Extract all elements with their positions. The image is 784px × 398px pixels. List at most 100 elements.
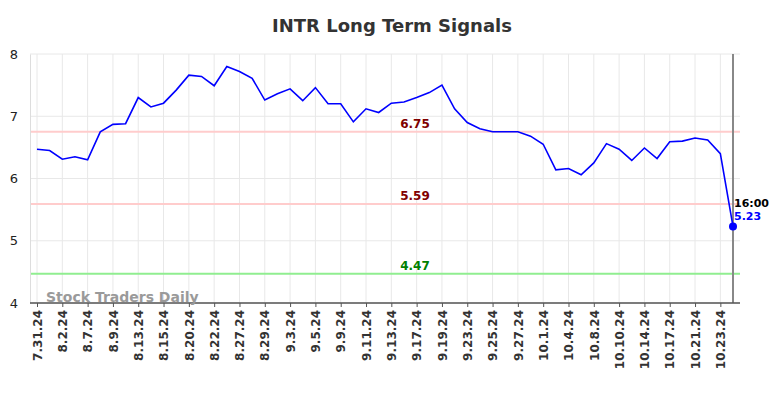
grid-line-x [593, 54, 594, 303]
x-tick: 8.27.24 [233, 303, 247, 361]
x-tick-mark [391, 303, 392, 307]
x-tick-label: 9.23.24 [461, 310, 475, 361]
x-tick-mark [265, 303, 266, 307]
grid-line-x [669, 54, 670, 303]
y-tick: 5 [10, 233, 30, 248]
x-tick-label: 9.19.24 [436, 310, 450, 361]
grid-line-x [340, 54, 341, 303]
x-tick-mark [670, 303, 671, 307]
x-tick-mark [37, 303, 38, 307]
y-tick-label: 4 [10, 296, 18, 311]
x-tick-mark [315, 303, 316, 307]
last-point [729, 222, 737, 230]
grid-line-x [366, 54, 367, 303]
x-tick-mark [341, 303, 342, 307]
x-tick: 8.7.24 [81, 303, 95, 353]
x-tick-mark [214, 303, 215, 307]
grid-line-x [441, 54, 442, 303]
grid-line-x [315, 54, 316, 303]
x-tick-label: 10.21.24 [689, 310, 703, 369]
y-axis: 4 5 6 7 8 [10, 47, 31, 311]
y-tick: 6 [10, 171, 30, 186]
watermark: Stock Traders Daily [46, 289, 199, 305]
current-marker-line [732, 54, 734, 303]
x-tick: 9.9.24 [334, 303, 348, 353]
reference-labels: 6.755.594.47 [400, 117, 430, 273]
reference-line [30, 203, 740, 205]
x-tick-mark [594, 303, 595, 307]
x-tick: 9.27.24 [512, 303, 526, 361]
x-tick-label: 8.20.24 [183, 310, 197, 361]
grid-line-y [30, 240, 740, 241]
x-tick-label: 8.27.24 [233, 310, 247, 361]
x-tick: 9.17.24 [410, 303, 424, 361]
x-tick-mark [644, 303, 645, 307]
x-tick: 9.3.24 [284, 303, 298, 353]
x-tick-label: 9.27.24 [512, 310, 526, 361]
x-tick: 10.8.24 [588, 303, 602, 361]
x-tick-label: 9.5.24 [309, 310, 323, 353]
x-tick-label: 8.15.24 [157, 310, 171, 361]
grid-line-x [543, 54, 544, 303]
plot-area [37, 66, 737, 230]
grid-line-x [214, 54, 215, 303]
grid [30, 54, 740, 303]
grid-line-x [163, 54, 164, 303]
x-tick-label: 8.29.24 [258, 310, 272, 361]
x-tick-label: 9.11.24 [360, 310, 374, 361]
x-tick: 9.5.24 [309, 303, 323, 353]
x-tick-label: 8.9.24 [107, 310, 121, 353]
price-line [37, 66, 733, 226]
x-tick-label: 8.13.24 [132, 310, 146, 361]
y-tick-label: 7 [10, 109, 18, 124]
reference-line [30, 273, 740, 275]
x-tick-label: 10.10.24 [613, 310, 627, 369]
x-tick: 8.15.24 [157, 303, 171, 361]
x-tick: 8.29.24 [258, 303, 272, 361]
x-tick: 9.13.24 [385, 303, 399, 361]
x-tick-mark [720, 303, 721, 307]
y-tick-label: 6 [10, 171, 18, 186]
x-tick-label: 10.14.24 [638, 310, 652, 369]
x-tick: 8.9.24 [107, 303, 121, 353]
x-tick: 10.23.24 [714, 303, 728, 369]
x-tick: 10.1.24 [537, 303, 551, 361]
y-tick-label: 5 [10, 233, 18, 248]
grid-line-x [695, 54, 696, 303]
x-tick: 9.11.24 [360, 303, 374, 361]
x-tick-mark [543, 303, 544, 307]
reference-label: 4.47 [400, 259, 430, 273]
grid-line-x [568, 54, 569, 303]
grid-line-x [467, 54, 468, 303]
x-tick-label: 9.3.24 [284, 310, 298, 353]
grid-line-y [30, 116, 740, 117]
x-tick: 10.4.24 [562, 303, 576, 361]
x-tick-mark [568, 303, 569, 307]
y-tick-label: 8 [10, 47, 18, 62]
grid-line-x [644, 54, 645, 303]
grid-line-y [30, 178, 740, 179]
grid-line-x [62, 54, 63, 303]
x-tick: 8.13.24 [132, 303, 146, 361]
x-tick-mark [290, 303, 291, 307]
grid-line-x [188, 54, 189, 303]
x-tick-label: 9.17.24 [410, 310, 424, 361]
y-tick: 4 [10, 296, 30, 311]
grid-line-x [37, 54, 38, 303]
reference-label: 5.59 [400, 189, 430, 203]
grid-line-x [391, 54, 392, 303]
x-tick-mark [695, 303, 696, 307]
x-tick: 9.19.24 [436, 303, 450, 361]
x-tick-label: 10.17.24 [663, 310, 677, 369]
x-tick-label: 10.1.24 [537, 310, 551, 361]
reference-line [30, 131, 740, 133]
y-axis-line [30, 55, 31, 304]
x-tick-label: 9.25.24 [486, 310, 500, 361]
grid-line-x [290, 54, 291, 303]
chart: 6.755.594.47456787.31.248.2.248.7.248.9.… [0, 0, 784, 398]
grid-line-x [492, 54, 493, 303]
x-tick-mark [619, 303, 620, 307]
x-tick-label: 8.22.24 [208, 310, 222, 361]
x-tick-mark [493, 303, 494, 307]
x-tick-mark [417, 303, 418, 307]
